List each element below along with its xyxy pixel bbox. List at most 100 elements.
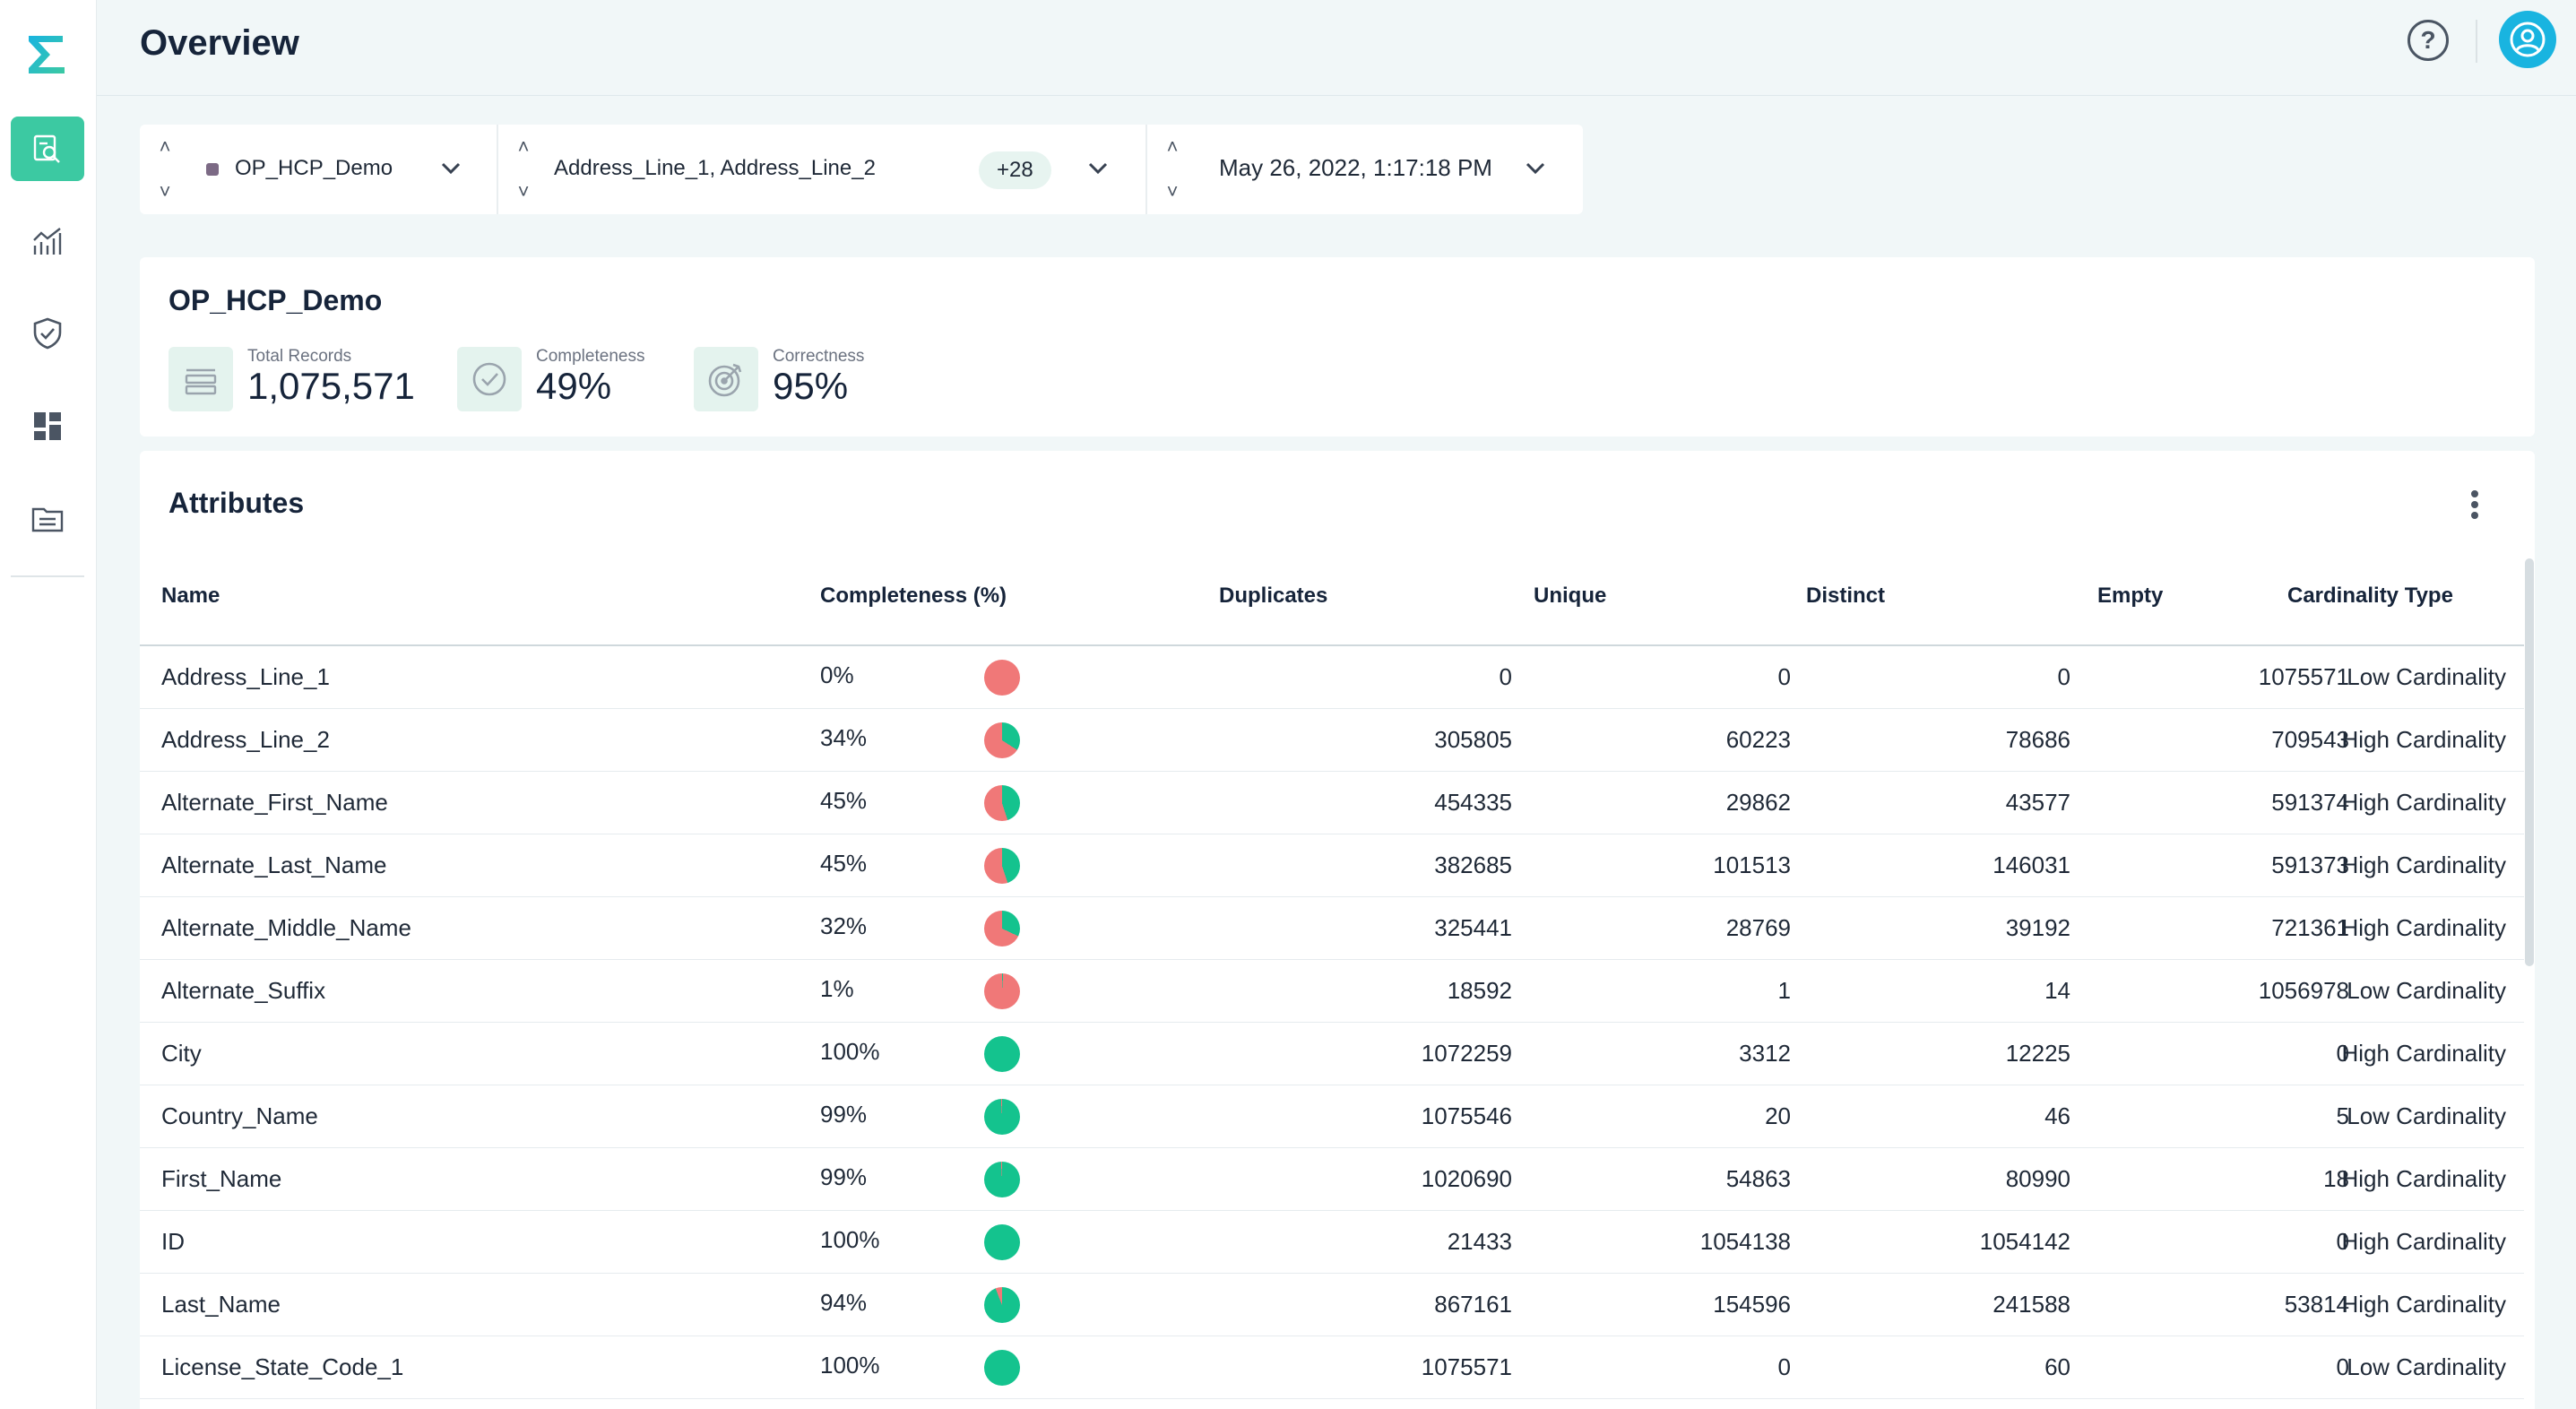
dropdown-chevron-icon[interactable]	[1085, 155, 1111, 182]
correctness-value: 95%	[773, 365, 849, 407]
cell-name: Alternate_Last_Name	[161, 851, 387, 878]
cell-name: Last_Name	[161, 1291, 281, 1318]
table-row[interactable]: Alternate_Last_Name 45% 382685 101513 146031…	[140, 834, 2524, 897]
table-row[interactable]: Alternate_Suffix 1% 18592 1 14 1056978 Low Car…	[140, 960, 2524, 1023]
chevron-up-icon[interactable]: ˄	[1166, 135, 1179, 158]
cell-cardinality-type: Low Cardinality	[2347, 1102, 2506, 1129]
cell-cardinality-type: High Cardinality	[2341, 914, 2506, 941]
nav-overview[interactable]	[11, 117, 84, 181]
nav-analytics[interactable]	[11, 210, 84, 274]
cell-unique: 154596	[1713, 1291, 1791, 1318]
cell-cardinality-type: Low Cardinality	[2347, 977, 2506, 1004]
chevron-up-icon[interactable]: ˄	[159, 135, 171, 158]
attributes-filter[interactable]: ˄ ˅ Address_Line_1, Address_Line_2 +28	[497, 125, 1145, 214]
cell-unique: 0	[1777, 1353, 1791, 1380]
shield-check-icon	[33, 317, 62, 350]
table-row[interactable]: Alternate_First_Name 45% 454335 29862 43577 5…	[140, 772, 2524, 834]
avatar[interactable]	[2499, 11, 2556, 68]
cell-duplicates: 454335	[1434, 789, 1512, 816]
target-icon	[694, 347, 758, 411]
table-row[interactable]: Country_Name 99% 1075546 20 46 5 Low Cardinali…	[140, 1085, 2524, 1148]
cell-completeness: 94%	[820, 1289, 868, 1316]
sidebar-divider	[11, 575, 84, 577]
completeness-pie-icon	[984, 1036, 1020, 1072]
chevron-down-icon[interactable]: ˅	[1166, 180, 1179, 203]
dataset-color-dot	[206, 163, 219, 176]
cell-unique: 1054138	[1699, 1228, 1791, 1255]
cell-distinct: 46	[2044, 1102, 2070, 1129]
table-row[interactable]: Last_Name 94% 867161 154596 241588 53814 High …	[140, 1274, 2524, 1336]
chevron-up-icon[interactable]: ˄	[517, 135, 530, 158]
help-button[interactable]: ?	[2407, 20, 2449, 61]
cell-distinct: 1054142	[1979, 1228, 2070, 1255]
cell-duplicates: 305805	[1434, 726, 1512, 753]
column-header-duplicates[interactable]: Duplicates	[1219, 583, 1328, 608]
dataset-filter[interactable]: ˄ ˅ OP_HCP_Demo	[140, 125, 497, 214]
table-row[interactable]: First_Name 99% 1020690 54863 80990 18 High Car…	[140, 1148, 2524, 1211]
cell-name: Alternate_Middle_Name	[161, 914, 411, 941]
cell-duplicates: 325441	[1434, 914, 1512, 941]
table-row[interactable]: Address_Line_2 34% 305805 60223 78686 709543 H…	[140, 709, 2524, 772]
completeness-pie-icon	[984, 722, 1020, 758]
sidebar	[0, 0, 97, 1409]
cell-duplicates: 1075571	[1421, 1353, 1512, 1380]
cell-empty: 53814	[2284, 1291, 2349, 1318]
table-row[interactable]: City 100% 1072259 3312 12225 0 High Cardinalit…	[140, 1023, 2524, 1085]
cell-completeness: 99%	[820, 1101, 868, 1128]
dataset-title: OP_HCP_Demo	[169, 284, 383, 316]
nav-rules[interactable]	[11, 301, 84, 366]
chevron-down-icon[interactable]: ˅	[517, 180, 530, 203]
grid-icon	[34, 412, 61, 440]
run-date-filter[interactable]: ˄ ˅ May 26, 2022, 1:17:18 PM	[1145, 125, 1583, 214]
attributes-stepper[interactable]: ˄ ˅	[513, 137, 534, 202]
cell-empty: 709543	[2271, 726, 2349, 753]
cell-duplicates: 18592	[1447, 977, 1512, 1004]
table-row[interactable]: Address_Line_1 0% 0 0 0 1075571 Low Cardinalit…	[140, 646, 2524, 709]
more-attributes-badge[interactable]: +28	[979, 151, 1051, 189]
cell-name: First_Name	[161, 1165, 282, 1192]
cell-distinct: 241588	[1993, 1291, 2070, 1318]
table-row[interactable]: ID 100% 21433 1054138 1054142 0 High Cardinali…	[140, 1211, 2524, 1274]
more-options-icon[interactable]	[2461, 487, 2488, 523]
nav-dashboard[interactable]	[11, 393, 84, 458]
cell-distinct: 43577	[2005, 789, 2070, 816]
logo-icon	[29, 36, 65, 73]
dropdown-chevron-icon[interactable]	[1522, 155, 1549, 182]
cell-unique: 60223	[1725, 726, 1791, 753]
column-header-cardinality-type[interactable]: Cardinality Type	[2287, 583, 2453, 608]
cell-name: Country_Name	[161, 1102, 318, 1129]
completeness-pie-icon	[984, 911, 1020, 947]
dataset-stepper[interactable]: ˄ ˅	[154, 137, 176, 202]
cell-empty: 1075571	[2258, 663, 2349, 690]
dropdown-chevron-icon[interactable]	[437, 155, 464, 182]
filter-bar: ˄ ˅ OP_HCP_Demo ˄ ˅ Address_Line_1, Addr…	[140, 125, 1583, 214]
column-header-completeness[interactable]: Completeness (%)	[820, 583, 1007, 608]
cell-completeness: 100%	[820, 1352, 880, 1379]
cell-duplicates: 1075546	[1421, 1102, 1512, 1129]
cell-empty: 18	[2323, 1165, 2349, 1192]
table-scrollbar[interactable]	[2525, 558, 2534, 966]
cell-distinct: 39192	[2005, 914, 2070, 941]
cell-completeness: 99%	[820, 1163, 868, 1190]
cell-completeness: 45%	[820, 850, 868, 877]
cell-unique: 54863	[1725, 1165, 1791, 1192]
cell-unique: 0	[1777, 663, 1791, 690]
column-header-empty[interactable]: Empty	[2097, 583, 2164, 608]
chevron-down-icon[interactable]: ˅	[159, 180, 171, 203]
column-header-name[interactable]: Name	[161, 583, 220, 608]
table-row[interactable]: License_State_Code_1 100% 1075571 0 60 0 Low C…	[140, 1336, 2524, 1399]
nav-files[interactable]	[11, 487, 84, 551]
column-header-distinct[interactable]: Distinct	[1806, 583, 1886, 608]
header: Overview ?	[97, 0, 2576, 96]
cell-completeness: 34%	[820, 724, 868, 751]
cell-unique: 20	[1765, 1102, 1791, 1129]
table-row[interactable]: Alternate_Middle_Name 32% 325441 28769 39192…	[140, 897, 2524, 960]
cell-completeness: 100%	[820, 1038, 880, 1065]
correctness-label: Correctness	[773, 347, 865, 366]
completeness-icon	[457, 347, 522, 411]
completeness-pie-icon	[984, 1287, 1020, 1323]
attributes-select-value: Address_Line_1, Address_Line_2	[554, 156, 876, 180]
run-date-stepper[interactable]: ˄ ˅	[1162, 137, 1183, 202]
cell-empty: 591373	[2271, 851, 2349, 878]
column-header-unique[interactable]: Unique	[1534, 583, 1607, 608]
